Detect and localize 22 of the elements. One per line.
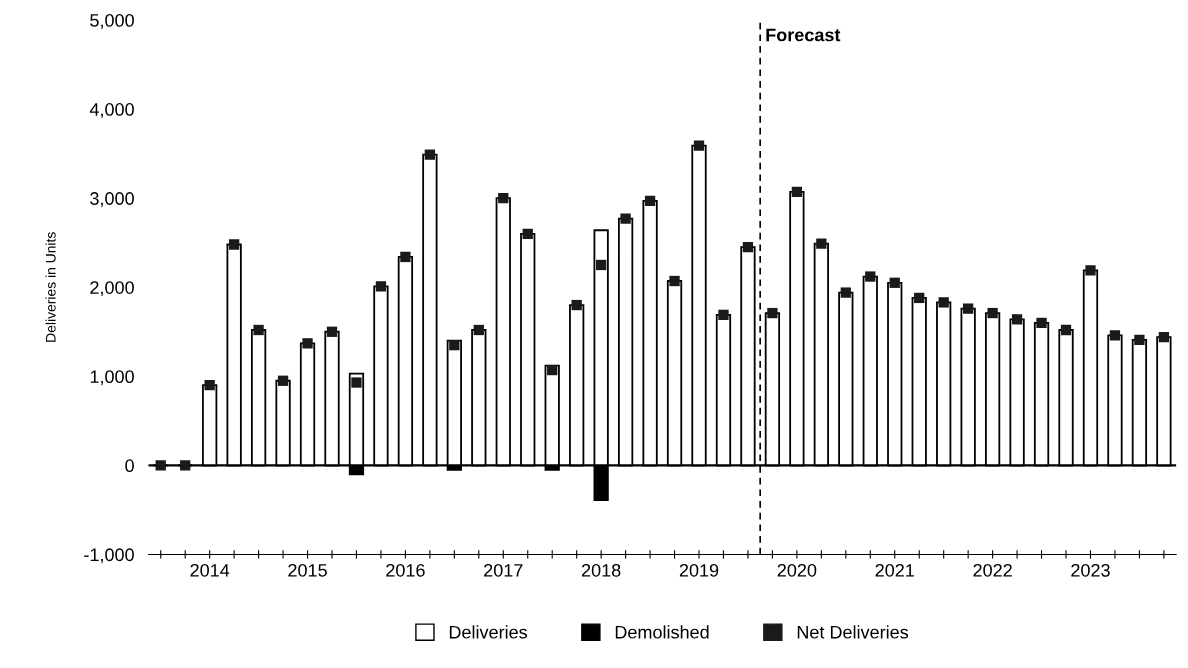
y-tick-label: 2,000 — [90, 281, 134, 297]
legend-label: Deliveries — [449, 625, 528, 639]
y-axis-title: Deliveries in Units — [45, 232, 56, 342]
x-tick-label: 2018 — [581, 563, 621, 577]
legend-label: Net Deliveries — [797, 625, 909, 639]
y-tick-label: 1,000 — [90, 370, 134, 386]
y-tick-label: -1,000 — [84, 548, 134, 564]
x-tick-label: 2022 — [973, 563, 1012, 577]
y-tick-label: 5,000 — [90, 13, 134, 29]
x-tick-label: 2014 — [190, 563, 230, 577]
x-tick-label: 2015 — [288, 563, 327, 577]
x-tick-label: 2019 — [679, 563, 719, 577]
y-tick-label: 4,000 — [89, 103, 134, 118]
y-tick-label: 0 — [125, 459, 134, 473]
annotation: Forecast — [766, 28, 841, 42]
y-tick-label: 3,000 — [90, 192, 134, 208]
x-tick-label: 2016 — [386, 563, 425, 577]
x-tick-label: 2020 — [777, 563, 817, 577]
legend-label: Demolished — [615, 625, 709, 639]
x-tick-label: 2023 — [1071, 563, 1110, 577]
x-tick-label: 2021 — [875, 563, 914, 577]
x-tick-label: 2017 — [484, 563, 523, 577]
